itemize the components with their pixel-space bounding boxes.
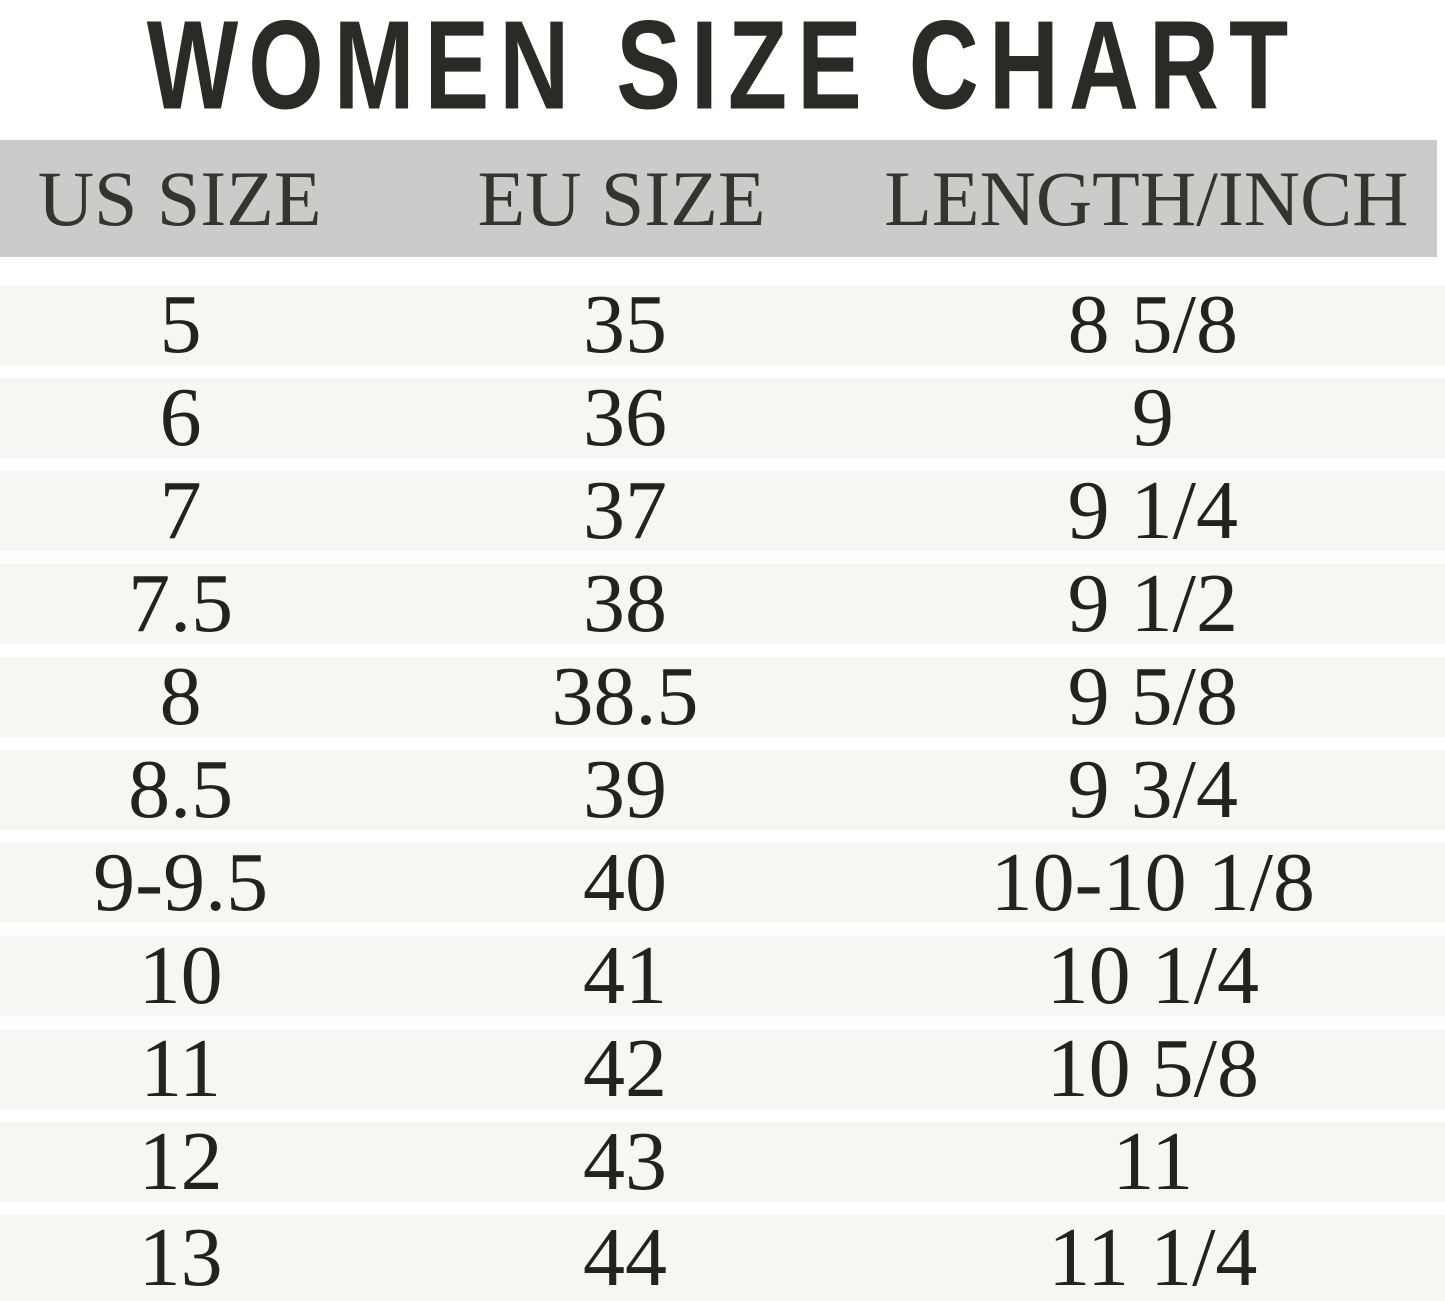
us-size-cell: 6 bbox=[159, 371, 202, 464]
us-size-cell: 10 bbox=[138, 929, 223, 1022]
length-inch-cell: 10 1/4 bbox=[1046, 929, 1259, 1022]
us-size-cell: 11 bbox=[140, 1022, 222, 1115]
table-row: 5 35 8 5/8 bbox=[0, 278, 1445, 371]
us-size-cell: 5 bbox=[159, 278, 202, 371]
table-row: 13 44 11 1/4 bbox=[0, 1215, 1445, 1301]
table-row: 8 38.5 9 5/8 bbox=[0, 650, 1445, 743]
eu-size-cell: 40 bbox=[582, 836, 667, 929]
eu-size-cell: 42 bbox=[582, 1022, 667, 1115]
length-inch-cell: 9 3/4 bbox=[1067, 743, 1238, 836]
eu-size-cell: 35 bbox=[582, 278, 667, 371]
length-inch-cell: 10 5/8 bbox=[1046, 1022, 1259, 1115]
table-row: 7 37 9 1/4 bbox=[0, 464, 1445, 557]
us-size-cell: 12 bbox=[138, 1115, 223, 1208]
column-header-length-inch: LENGTH/INCH bbox=[884, 154, 1409, 242]
table-header-row: US SIZE EU SIZE LENGTH/INCH bbox=[0, 140, 1437, 257]
eu-size-cell: 37 bbox=[582, 464, 667, 557]
table-row: 8.5 39 9 3/4 bbox=[0, 743, 1445, 836]
column-header-eu-size: EU SIZE bbox=[477, 154, 766, 242]
column-header-us-size: US SIZE bbox=[37, 154, 322, 242]
table-row: 6 36 9 bbox=[0, 371, 1445, 464]
table-row: 7.5 38 9 1/2 bbox=[0, 557, 1445, 650]
us-size-cell: 7.5 bbox=[128, 557, 234, 650]
eu-size-cell: 36 bbox=[582, 371, 667, 464]
table-row: 10 41 10 1/4 bbox=[0, 929, 1445, 1022]
table-row: 11 42 10 5/8 bbox=[0, 1022, 1445, 1115]
eu-size-cell: 38.5 bbox=[551, 650, 699, 743]
eu-size-cell: 43 bbox=[582, 1115, 667, 1208]
us-size-cell: 7 bbox=[159, 464, 202, 557]
length-inch-cell: 9 1/4 bbox=[1067, 464, 1238, 557]
us-size-cell: 13 bbox=[138, 1211, 223, 1301]
table-row: 9-9.5 40 10-10 1/8 bbox=[0, 836, 1445, 929]
length-inch-cell: 9 bbox=[1131, 371, 1174, 464]
length-inch-cell: 11 1/4 bbox=[1048, 1211, 1258, 1301]
us-size-cell: 8.5 bbox=[128, 743, 234, 836]
length-inch-cell: 11 bbox=[1112, 1115, 1194, 1208]
table-row: 12 43 11 bbox=[0, 1115, 1445, 1208]
eu-size-cell: 38 bbox=[582, 557, 667, 650]
us-size-cell: 9-9.5 bbox=[93, 836, 269, 929]
size-table-body: 5 35 8 5/8 6 36 9 7 37 9 1/4 7.5 38 9 1/… bbox=[0, 278, 1445, 1301]
length-inch-cell: 9 5/8 bbox=[1067, 650, 1238, 743]
us-size-cell: 8 bbox=[159, 650, 202, 743]
length-inch-cell: 8 5/8 bbox=[1067, 278, 1238, 371]
eu-size-cell: 41 bbox=[582, 929, 667, 1022]
length-inch-cell: 9 1/2 bbox=[1067, 557, 1238, 650]
page-title-wrap: WOMEN SIZE CHART bbox=[0, 0, 1445, 140]
eu-size-cell: 39 bbox=[582, 743, 667, 836]
length-inch-cell: 10-10 1/8 bbox=[990, 836, 1315, 929]
eu-size-cell: 44 bbox=[582, 1211, 667, 1301]
page-title: WOMEN SIZE CHART bbox=[146, 0, 1299, 136]
